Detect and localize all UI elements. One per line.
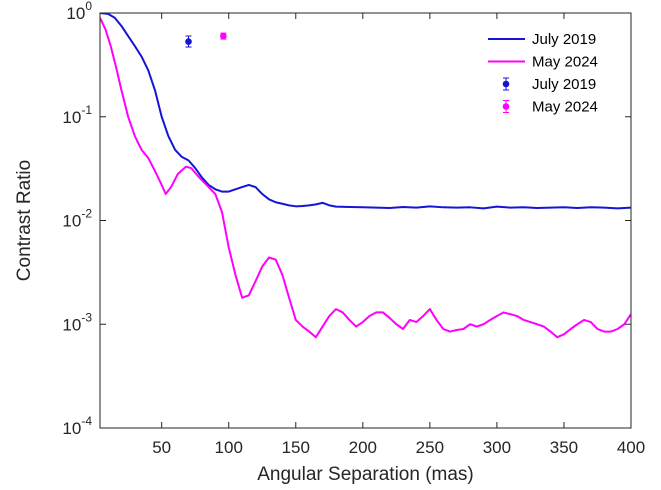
errorbar-marker [185, 38, 192, 45]
legend-marker-swatch [502, 103, 510, 110]
series-layer [100, 13, 631, 339]
legend: July 2019 May 2024 July 2019 May 2024 [488, 31, 598, 116]
y-tick-label-base: 10 [62, 315, 81, 334]
y-tick-label-exponent: -3 [81, 310, 92, 324]
legend-label: July 2019 [532, 31, 596, 48]
y-tick-label-base: 10 [62, 212, 81, 231]
y-tick-label-base: 10 [66, 4, 85, 23]
legend-label: May 2024 [532, 99, 598, 116]
tick-marks [100, 12, 632, 429]
legend-label: May 2024 [532, 54, 598, 71]
errorbar-point-may-2024 [220, 32, 227, 40]
y-tick-label-exponent: 0 [85, 0, 92, 13]
y-tick-label: 100 [66, 0, 92, 23]
x-tick-label: 300 [483, 438, 511, 457]
errorbar-marker [220, 32, 227, 40]
y-tick-label: 10-4 [62, 414, 92, 438]
x-tick-labels: 50 100 150 200 250 300 350 400 [152, 438, 645, 457]
legend-marker-swatch [502, 80, 510, 88]
series-line-may-2024 [100, 17, 631, 339]
errorbar-point-july-2019 [185, 35, 192, 48]
y-axis-title: Contrast Ratio [14, 160, 35, 281]
x-tick-label: 50 [152, 438, 171, 457]
x-axis-title: Angular Separation (mas) [257, 464, 474, 485]
legend-label: July 2019 [532, 76, 596, 93]
y-tick-label-exponent: -4 [81, 414, 92, 428]
x-tick-label: 350 [550, 438, 578, 457]
x-tick-label: 150 [282, 438, 310, 457]
y-tick-label-base: 10 [62, 108, 81, 127]
y-tick-label: 10-1 [62, 103, 92, 127]
x-tick-label: 400 [617, 438, 645, 457]
y-tick-label-exponent: -2 [81, 207, 92, 221]
x-tick-label: 200 [349, 438, 377, 457]
legend-entry-may-2024-line: May 2024 [488, 54, 598, 71]
y-tick-label-base: 10 [62, 419, 81, 438]
series-line-july-2019 [100, 13, 631, 210]
x-tick-label: 100 [215, 438, 243, 457]
legend-entry-july-2019-errorbar: July 2019 [502, 76, 596, 93]
legend-entry-july-2019-line: July 2019 [488, 31, 596, 48]
x-tick-label: 250 [416, 438, 444, 457]
legend-entry-may-2024-errorbar: May 2024 [502, 99, 598, 116]
y-tick-label-exponent: -1 [81, 103, 92, 117]
y-tick-label: 10-2 [62, 207, 92, 231]
y-tick-label: 10-3 [62, 310, 92, 334]
